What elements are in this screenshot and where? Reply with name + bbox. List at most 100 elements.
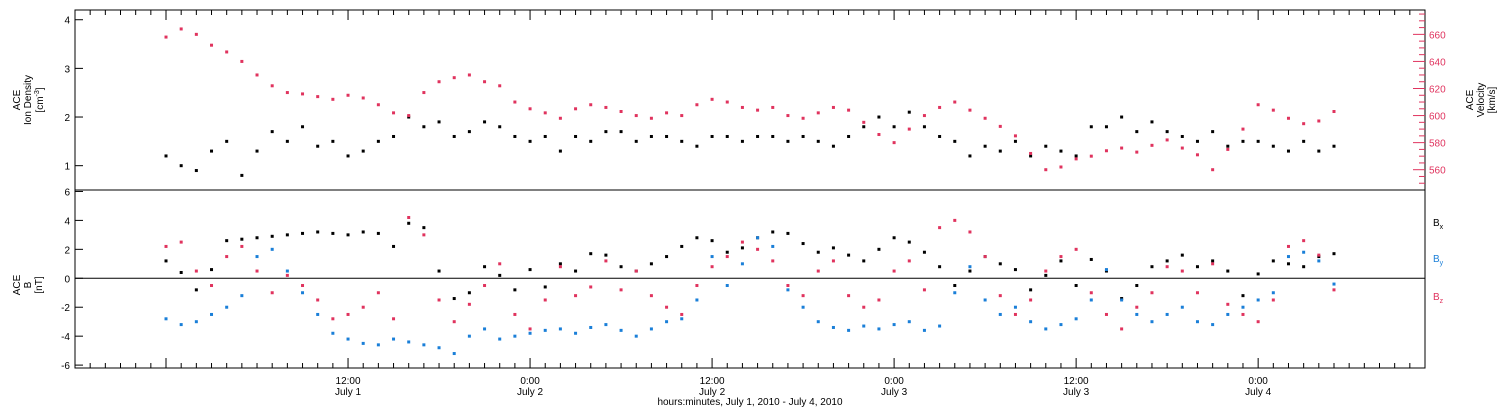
bz-point (210, 284, 214, 288)
velocity-point (361, 96, 365, 100)
bz-series (164, 215, 1336, 331)
bx-point (816, 250, 820, 254)
top-left-axis-ticks: 1 2 3 4 (64, 16, 83, 173)
velocity-point (513, 100, 517, 104)
bz-point (953, 218, 957, 222)
legend-bz-main: B (1433, 292, 1440, 303)
legend-bx-sub: x (1440, 224, 1444, 231)
velocity-point (270, 84, 274, 88)
ion-density-point (422, 125, 426, 129)
bx-point (467, 291, 471, 295)
bz-point (1226, 302, 1230, 306)
by-point (1104, 268, 1108, 272)
bx-point (892, 236, 896, 240)
by-point (665, 320, 669, 324)
top-left-tick-label: 3 (64, 64, 70, 75)
bz-point (467, 302, 471, 306)
by-point (1150, 320, 1154, 324)
bz-point (831, 259, 835, 263)
by-point (786, 288, 790, 292)
by-point (1211, 323, 1215, 327)
velocity-point (437, 80, 441, 84)
top-panel-frame (74, 9, 1426, 191)
legend-bx-main: B (1433, 218, 1440, 229)
velocity-point (1211, 168, 1215, 172)
bz-point (346, 312, 350, 316)
bx-point (680, 244, 684, 248)
bx-point (786, 231, 790, 235)
bx-point (528, 268, 532, 272)
bx-point (1165, 259, 1169, 263)
velocity-point (892, 141, 896, 145)
by-point (649, 327, 653, 331)
velocity-point (604, 105, 608, 109)
ion-density-point (771, 134, 775, 138)
by-point (938, 324, 942, 328)
bx-point (619, 265, 623, 269)
bz-point (452, 320, 456, 324)
ion-density-point (740, 139, 744, 143)
velocity-point (1226, 147, 1230, 151)
x-tick-time-label: 0:00 (1248, 376, 1268, 387)
ion-density-point (1135, 130, 1139, 134)
x-tick-date-label: July 2 (517, 387, 544, 398)
top-left-tick-label: 1 (64, 162, 70, 173)
legend-bz: Bz (1433, 292, 1444, 305)
bz-point (240, 244, 244, 248)
by-point (998, 312, 1002, 316)
velocity-point (801, 116, 805, 120)
ion-density-point (634, 139, 638, 143)
bx-point (847, 253, 851, 257)
by-point (1120, 298, 1124, 302)
ion-density-point (649, 134, 653, 138)
velocity-point (953, 100, 957, 104)
by-point (255, 255, 259, 259)
velocity-point (589, 103, 593, 107)
bx-point (255, 236, 259, 240)
velocity-point (1256, 103, 1260, 107)
velocity-point (1317, 119, 1321, 123)
bz-point (1135, 305, 1139, 309)
by-point (1059, 323, 1063, 327)
velocity-point (346, 93, 350, 97)
bz-point (801, 294, 805, 298)
bx-point (1286, 262, 1290, 266)
by-point (695, 298, 699, 302)
ion-density-point (1074, 154, 1078, 158)
ion-density-point (528, 139, 532, 143)
bx-point (665, 255, 669, 259)
velocity-point (740, 105, 744, 109)
top-left-axis-title-line2: Ion Density (23, 75, 34, 125)
bottom-left-tick-label: 2 (64, 245, 70, 256)
velocity-point (847, 108, 851, 112)
bz-point (255, 269, 259, 273)
ion-density-point (862, 125, 866, 129)
bx-point (907, 240, 911, 244)
by-point (619, 328, 623, 332)
ion-density-point (1286, 149, 1290, 153)
bx-point (164, 259, 168, 263)
bx-point (210, 268, 214, 272)
x-tick-date-label: July 4 (1245, 387, 1272, 398)
bottom-left-axis-ticks: -6 -4 -2 0 2 4 6 (61, 187, 83, 372)
ion-density-point (1059, 149, 1063, 153)
ion-density-point (467, 130, 471, 134)
by-point (392, 337, 396, 341)
bz-point (498, 262, 502, 266)
velocity-point (1089, 154, 1093, 158)
unit-open: [cm (35, 96, 46, 112)
legend-bx: Bx (1433, 218, 1444, 231)
bz-point (270, 291, 274, 295)
x-tick-date-label: July 1 (335, 387, 362, 398)
bz-point (543, 298, 547, 302)
by-point (513, 334, 517, 338)
by-point (589, 325, 593, 329)
bx-point (1150, 265, 1154, 269)
top-left-axis-unit: [cm-3] (34, 87, 46, 112)
bz-point (1332, 288, 1336, 292)
bz-point (1074, 247, 1078, 251)
bz-point (1120, 327, 1124, 331)
bx-point (589, 252, 593, 256)
by-point (771, 244, 775, 248)
